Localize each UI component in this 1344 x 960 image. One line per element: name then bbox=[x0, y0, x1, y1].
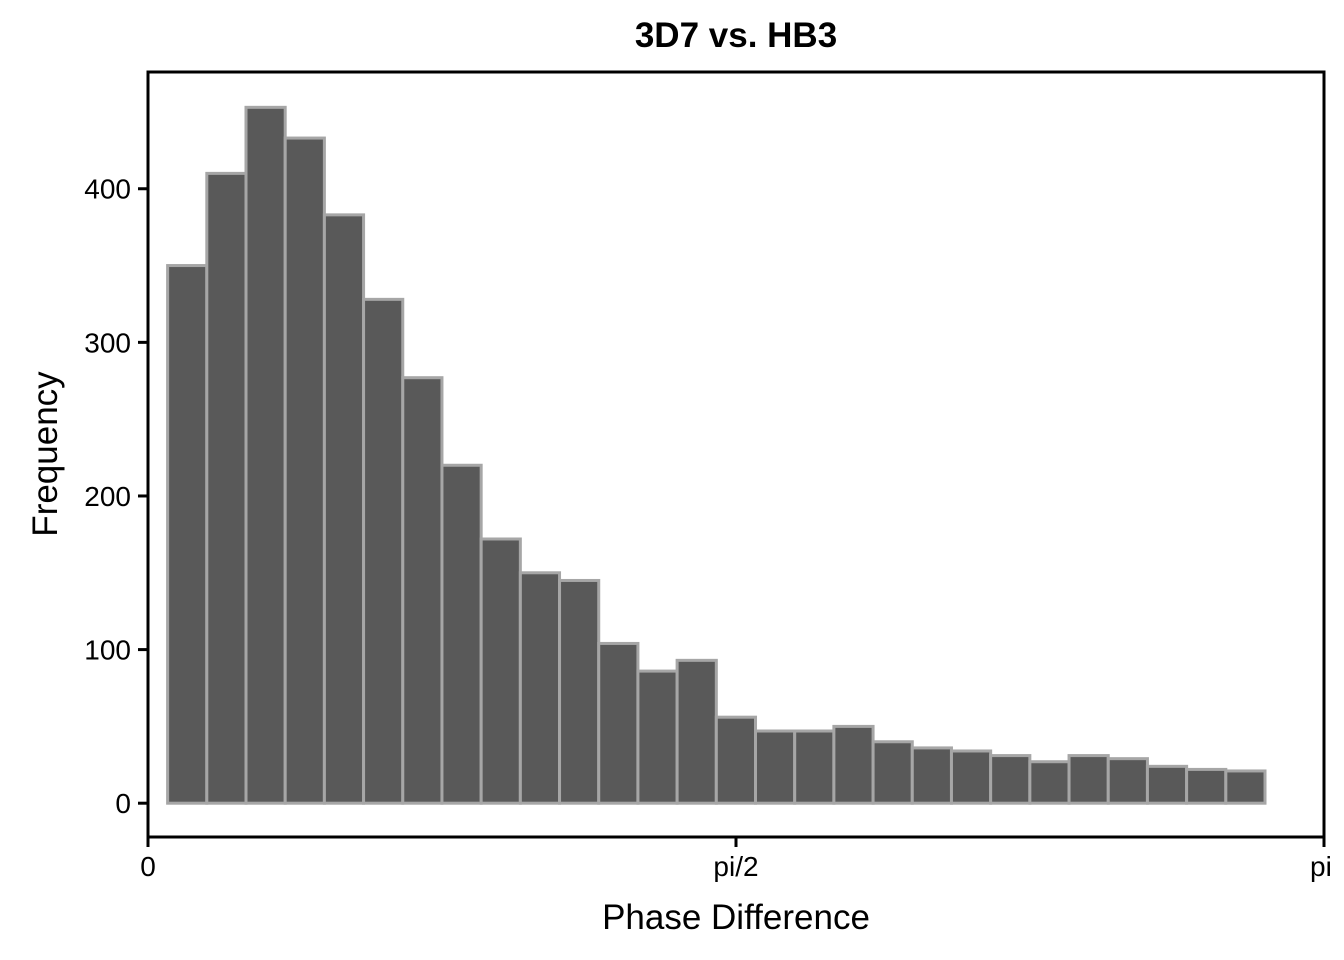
histogram-bar bbox=[675, 658, 718, 805]
histogram-bar bbox=[910, 746, 953, 805]
histogram-bar bbox=[793, 729, 836, 805]
x-tick-label: pi bbox=[1310, 851, 1332, 882]
y-axis: 0 100 200 300 400 bbox=[84, 174, 148, 819]
histogram-bar bbox=[754, 729, 797, 805]
histogram-bar bbox=[597, 641, 640, 805]
histogram-bar bbox=[362, 297, 405, 805]
histogram-bar bbox=[283, 136, 326, 805]
histogram-bar bbox=[949, 749, 993, 805]
histogram-bar bbox=[479, 537, 522, 805]
histogram-bar bbox=[1145, 764, 1189, 805]
histogram-bar bbox=[1028, 760, 1071, 805]
histogram-bar bbox=[1224, 769, 1267, 805]
histogram-bar bbox=[989, 754, 1032, 805]
histogram-bar bbox=[244, 105, 287, 805]
histogram-bar bbox=[832, 724, 875, 805]
histogram-bar bbox=[518, 571, 562, 805]
y-tick-label: 100 bbox=[84, 635, 131, 666]
histogram-bar bbox=[401, 376, 444, 805]
y-tick-label: 200 bbox=[84, 481, 131, 512]
y-tick-label: 0 bbox=[115, 788, 131, 819]
x-tick-label: 0 bbox=[140, 851, 156, 882]
y-axis-label: Frequency bbox=[26, 371, 65, 537]
histogram-bar bbox=[636, 669, 679, 805]
x-axis-label: Phase Difference bbox=[602, 898, 870, 937]
histogram-bar bbox=[714, 715, 758, 805]
y-tick-label: 400 bbox=[84, 174, 131, 205]
histogram-bar bbox=[440, 463, 483, 805]
x-tick-label: pi/2 bbox=[713, 851, 758, 882]
histogram-bar bbox=[1106, 757, 1149, 805]
bars-group bbox=[166, 105, 1267, 805]
histogram-bar bbox=[871, 740, 914, 805]
chart-title: 3D7 vs. HB3 bbox=[635, 16, 837, 55]
x-axis: 0 pi/2 pi bbox=[140, 837, 1332, 882]
y-tick-label: 300 bbox=[84, 327, 131, 358]
histogram-bar bbox=[1185, 767, 1228, 805]
histogram-bar bbox=[166, 264, 209, 805]
histogram-bar bbox=[322, 213, 366, 805]
histogram-bar bbox=[205, 171, 248, 805]
histogram-bar bbox=[1067, 754, 1110, 805]
histogram-bar bbox=[558, 578, 601, 805]
